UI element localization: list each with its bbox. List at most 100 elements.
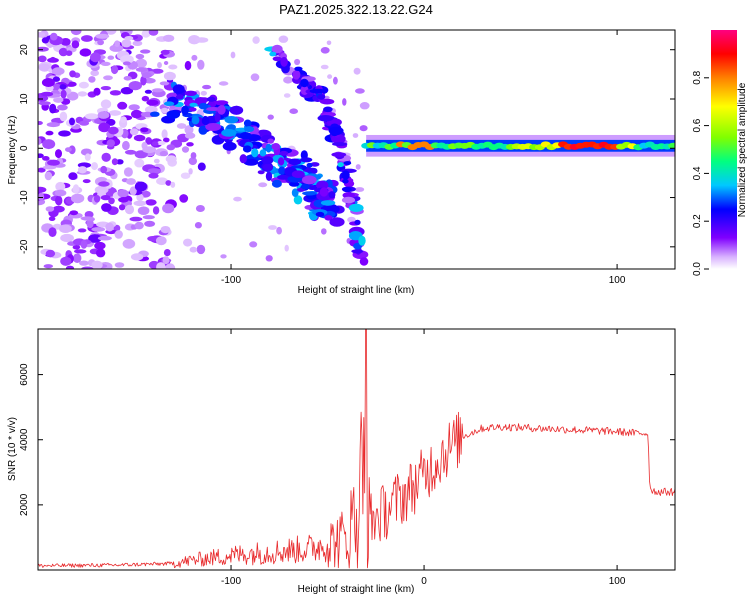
noise-blob [134,150,148,159]
noise-blob [186,142,194,147]
noise-blob [120,87,134,95]
colorbar-tick-label: 0.4 [692,166,703,180]
track-blob [317,94,326,100]
noise-blob [141,95,150,102]
track-blob [324,215,333,221]
track-blob [278,166,286,175]
track-blob [307,185,318,190]
noise-blob [151,141,159,146]
noise-blob [111,158,118,166]
noise-blob [165,263,176,269]
track-blob [277,174,290,180]
noise-blob [72,184,80,194]
track-blob [181,105,189,116]
noise-blob [108,197,115,205]
noise-blob [121,39,132,48]
track-blob [242,145,252,153]
track-blob [292,70,301,80]
track-blob [261,156,274,165]
chart-title: PAZ1.2025.322.13.22.G24 [279,2,433,17]
track-blob [269,51,277,57]
noise-blob [51,67,65,76]
noise-blob [320,64,329,70]
noise-blob [116,159,124,165]
noise-blob [134,158,145,168]
noise-blob [53,97,64,103]
noise-blob [42,165,57,170]
noise-blob [320,47,330,54]
noise-blob [48,216,56,221]
spectrogram-x-label: Height of straight line (km) [298,285,415,296]
noise-blob [163,61,169,65]
track-blob [271,44,283,54]
track-blob [277,157,285,166]
noise-blob [144,220,156,227]
noise-blob [38,46,49,52]
noise-blob [55,195,63,206]
noise-blob [120,55,134,64]
noise-blob [283,76,293,84]
noise-blob [249,241,258,248]
track-blob [251,148,259,158]
track-blob [343,161,352,166]
noise-blob [79,48,92,57]
noise-blob [189,246,198,253]
noise-blob [122,238,136,249]
noise-blob [114,230,123,239]
track-blob [189,102,198,107]
noise-blob [85,113,99,120]
track-blob [293,195,303,205]
colorbar-gradient [711,30,737,269]
noise-blob [163,137,170,143]
noise-blob [77,166,88,174]
noise-blob [101,152,111,162]
noise-blob [42,139,56,150]
track-blob [229,105,244,115]
noise-blob [129,128,139,136]
noise-blob [124,149,137,155]
noise-blob [72,245,81,250]
x-tick-label: -100 [221,275,241,286]
track-blob [172,84,185,94]
noise-blob [355,164,361,170]
snr-frame [37,328,676,571]
track-blob [206,96,216,102]
noise-blob [124,36,134,41]
noise-blob [41,78,55,87]
track-blob [191,115,200,125]
noise-blob [69,210,79,216]
noise-blob [160,226,171,234]
noise-blob [162,256,170,265]
track-blob [214,112,221,123]
track-blob [205,107,221,111]
noise-blob [130,253,144,261]
noise-blob [38,32,46,38]
noise-blob [176,123,187,129]
noise-blob [45,130,54,136]
noise-blob [38,167,46,173]
noise-blob [188,168,193,175]
noise-blob [90,70,99,77]
noise-blob [144,89,152,94]
noise-blob [258,182,268,188]
noise-blob [197,162,206,171]
noise-blob [124,204,135,215]
noise-blob [197,59,205,70]
colorbar-label: Normalized spectral amplitude [737,82,748,217]
noise-blob [45,249,56,258]
spectrogram-frame [37,29,676,270]
y-tick-label: 0 [19,145,30,151]
colorbar: 0.0 0.2 0.4 0.6 0.8 Normalized spectral ampl… [692,30,748,276]
y-tick-label: 6000 [19,363,30,386]
track-blob [288,158,302,166]
noise-blob [79,120,90,126]
noise-blob [74,249,87,254]
noise-blob [105,222,114,232]
track-blob [279,150,289,156]
noise-blob [118,204,126,211]
noise-blob [165,155,177,163]
noise-blob [133,200,147,207]
y-tick-label: -20 [19,239,30,254]
noise-blob [93,195,101,203]
